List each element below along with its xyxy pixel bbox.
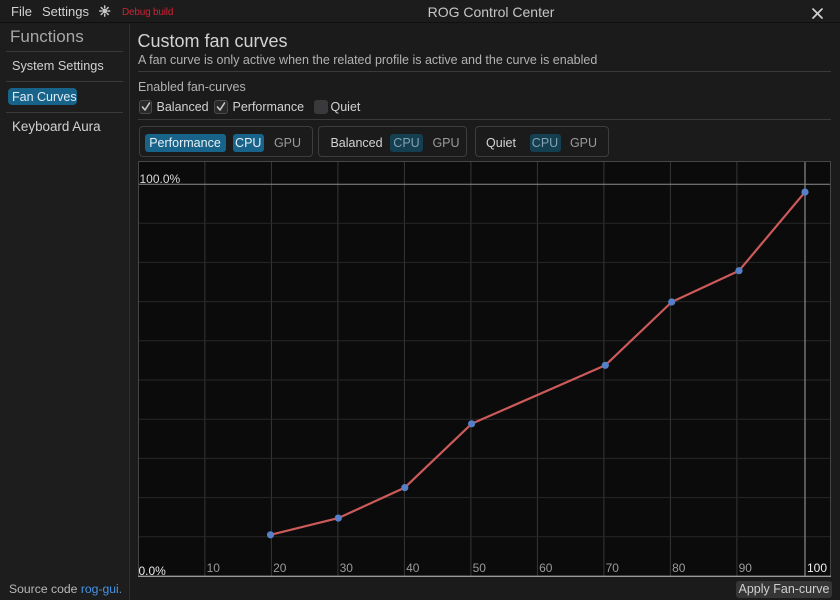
svg-text:0.0%: 0.0% bbox=[139, 564, 167, 577]
svg-text:80: 80 bbox=[672, 561, 686, 575]
svg-text:70: 70 bbox=[606, 561, 620, 575]
svg-text:90: 90 bbox=[739, 561, 753, 575]
svg-text:40: 40 bbox=[406, 561, 420, 575]
svg-text:50: 50 bbox=[473, 561, 487, 575]
svg-text:100: 100 bbox=[807, 561, 827, 575]
svg-text:10: 10 bbox=[207, 561, 221, 575]
svg-text:100.0%: 100.0% bbox=[140, 172, 181, 186]
svg-text:20: 20 bbox=[273, 561, 287, 575]
svg-text:60: 60 bbox=[539, 561, 553, 575]
svg-text:30: 30 bbox=[340, 561, 354, 575]
